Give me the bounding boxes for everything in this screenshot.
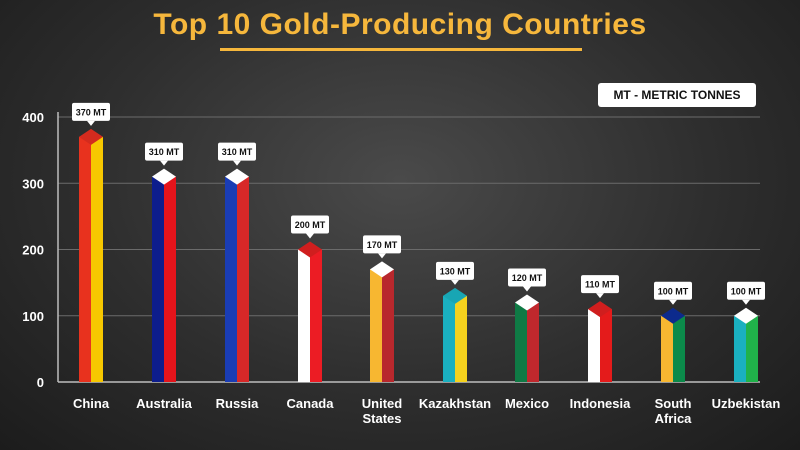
- category-label: Mexico: [505, 396, 549, 411]
- y-tick-label: 400: [22, 110, 44, 125]
- value-label: 370 MT: [76, 107, 107, 117]
- bar-top-cap: [298, 241, 322, 258]
- value-label-box: [363, 235, 401, 254]
- value-label: 110 MT: [585, 280, 616, 290]
- value-label-box: [72, 102, 110, 121]
- category-label-line: Russia: [216, 396, 259, 411]
- bar-right-face: [382, 269, 394, 382]
- bar-left-face: [734, 315, 746, 382]
- value-label: 100 MT: [731, 286, 762, 296]
- value-label-box: [654, 281, 692, 300]
- value-label-box: [436, 261, 474, 280]
- bar-top-cap: [370, 261, 394, 278]
- bar-top-cap: [152, 168, 176, 185]
- category-label-line: China: [73, 396, 110, 411]
- category-label-line: Indonesia: [570, 396, 631, 411]
- category-label: Australia: [136, 396, 192, 411]
- category-label-line: Uzbekistan: [712, 396, 781, 411]
- bar-left-face: [79, 136, 91, 382]
- bar-right-face: [164, 176, 176, 382]
- bar-top-cap: [443, 287, 467, 304]
- value-label-box: [218, 142, 256, 161]
- value-label-pointer: [523, 286, 531, 292]
- y-tick-label: 200: [22, 243, 44, 258]
- bar-right-face: [455, 295, 467, 382]
- value-label: 200 MT: [295, 220, 326, 230]
- category-label: Indonesia: [570, 396, 631, 411]
- bar-layer: [79, 128, 758, 382]
- category-label-line: Australia: [136, 396, 192, 411]
- bar-top-cap: [515, 294, 539, 311]
- y-tick-label: 100: [22, 309, 44, 324]
- y-tick-label: 300: [22, 176, 44, 191]
- bar-left-face: [370, 269, 382, 382]
- bar-right-face: [673, 315, 685, 382]
- category-label: China: [73, 396, 110, 411]
- bar-top-cap: [79, 128, 103, 145]
- value-label-pointer: [742, 299, 750, 305]
- category-label: Uzbekistan: [712, 396, 781, 411]
- category-label: Russia: [216, 396, 259, 411]
- value-label-pointer: [233, 160, 241, 166]
- value-label-pointer: [378, 253, 386, 259]
- category-label: South Africa: [655, 396, 693, 426]
- y-tick-label: 0: [37, 375, 44, 390]
- bar-right-face: [600, 309, 612, 382]
- category-label-line: United: [362, 396, 403, 411]
- bar-left-face: [443, 295, 455, 382]
- value-label: 310 MT: [149, 147, 180, 157]
- value-label-pointer: [306, 233, 314, 239]
- bar-left-face: [661, 315, 673, 382]
- category-label-line: States: [362, 411, 401, 426]
- bar-top-cap: [734, 307, 758, 324]
- unit-note-badge: MT - METRIC TONNES: [598, 83, 756, 107]
- chart-title: Top 10 Gold-Producing Countries: [153, 8, 647, 41]
- bar-top-cap: [588, 301, 612, 318]
- bar-left-face: [298, 249, 310, 382]
- value-label-box: [508, 268, 546, 287]
- value-label: 120 MT: [512, 273, 543, 283]
- value-label-pointer: [87, 120, 95, 126]
- category-label: Kazakhstan: [419, 396, 491, 411]
- bar-left-face: [152, 176, 164, 382]
- bar-right-face: [527, 302, 539, 382]
- value-label: 130 MT: [440, 266, 471, 276]
- bar-right-face: [310, 249, 322, 382]
- value-label: 100 MT: [658, 286, 689, 296]
- value-label-pointer: [160, 160, 168, 166]
- category-label-line: Kazakhstan: [419, 396, 491, 411]
- value-label-box: [581, 275, 619, 294]
- value-label: 170 MT: [367, 240, 398, 250]
- category-label-line: Africa: [655, 411, 693, 426]
- bar-top-cap: [661, 307, 685, 324]
- bar-left-face: [225, 176, 237, 382]
- value-label-box: [727, 281, 765, 300]
- value-label-box: [291, 215, 329, 234]
- label-layer: 370 MT China 310 MT Australia 310 MT Russia 20…: [72, 102, 781, 426]
- value-label-pointer: [669, 299, 677, 305]
- bar-right-face: [237, 176, 249, 382]
- bar-right-face: [746, 315, 758, 382]
- bar-right-face: [91, 136, 103, 382]
- value-label-pointer: [596, 293, 604, 299]
- category-label: Canada: [287, 396, 335, 411]
- value-label: 310 MT: [222, 147, 253, 157]
- category-label-line: Canada: [287, 396, 335, 411]
- value-label-box: [145, 142, 183, 161]
- category-label: United States: [362, 396, 403, 426]
- value-label-pointer: [451, 279, 459, 285]
- bar-left-face: [515, 302, 527, 382]
- bar-top-cap: [225, 168, 249, 185]
- category-label-line: Mexico: [505, 396, 549, 411]
- category-label-line: South: [655, 396, 692, 411]
- title-underline: [220, 48, 582, 51]
- bar-left-face: [588, 309, 600, 382]
